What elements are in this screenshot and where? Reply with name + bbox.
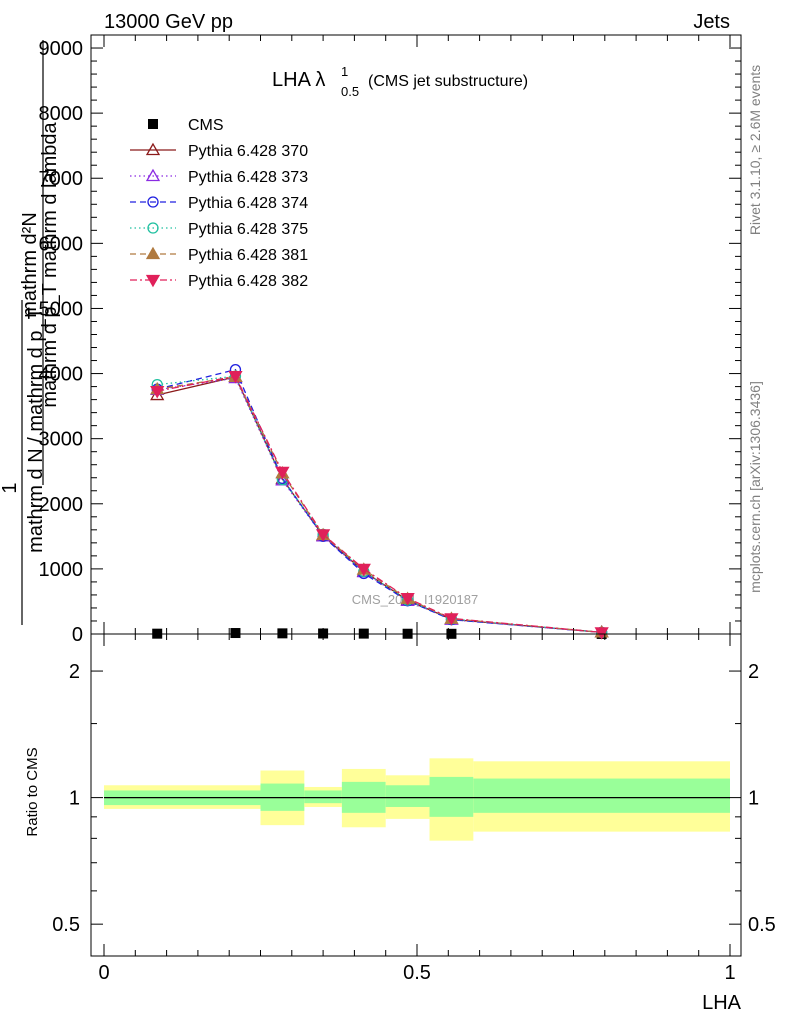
cms-data-point — [277, 628, 288, 639]
legend-marker-CMS — [148, 119, 158, 129]
series-point-s382 — [275, 466, 290, 480]
series-point-s382 — [400, 593, 415, 606]
legend-label-s373: Pythia 6.428 373 — [188, 169, 308, 186]
legend-marker-s381 — [145, 246, 161, 260]
main-y-tick-label: 6000 — [39, 233, 84, 255]
main-y-tick-label: 8000 — [39, 103, 84, 125]
main-y-tick-label: 7000 — [39, 168, 84, 190]
header-energy-label: 13000 GeV pp — [104, 11, 233, 33]
ratio-band-inner — [304, 790, 342, 804]
ratio-y-tick-label-right: 1 — [748, 788, 759, 810]
x-tick-label: 1 — [724, 962, 735, 984]
ratio-x-axis: 0 0.5 1 — [98, 634, 736, 984]
series-line-s375 — [157, 375, 602, 634]
legend-entry-s373: Pythia 6.428 373 — [130, 168, 308, 186]
plot-title: LHA λ 1 0.5 (CMS jet substructure) — [272, 64, 528, 99]
series-line-s374 — [157, 368, 602, 634]
plot-title-main: LHA λ — [272, 69, 325, 91]
main-y-label: mathrm d²N mathrm d p_T mathrm d lambda … — [0, 40, 61, 625]
ylabel-numerator-bottom: mathrm d p_T mathrm d lambda — [39, 121, 61, 407]
x-tick-label: 0.5 — [403, 962, 431, 984]
ratio-band-inner — [473, 778, 730, 813]
plot-title-superscript: 1 — [341, 64, 348, 79]
rivet-version-label: Rivet 3.1.10, ≥ 2.6M events — [747, 65, 763, 235]
series-point-s382 — [594, 627, 609, 640]
ratio-y-tick-label: 0.5 — [52, 914, 80, 936]
legend-label-s382: Pythia 6.428 382 — [188, 273, 308, 290]
ratio-band-inner — [385, 785, 430, 807]
ratio-y-tick-label: 1 — [69, 788, 80, 810]
main-y-tick-label: 2000 — [39, 494, 84, 516]
ratio-uncertainty-bands — [104, 758, 730, 841]
header-jets-label: Jets — [693, 11, 730, 33]
legend-label-s374: Pythia 6.428 374 — [188, 195, 308, 212]
series-point-s382 — [150, 385, 165, 399]
ratio-y-tick-label-right: 2 — [748, 661, 759, 683]
main-y-tick-label: 3000 — [39, 429, 84, 451]
main-y-tick-label: 1000 — [39, 559, 84, 581]
legend: CMS Pythia 6.428 370 Pythia 6.428 373 Pythi… — [130, 117, 308, 290]
cms-data-point — [230, 628, 241, 639]
legend-entry-s374: Pythia 6.428 374 — [130, 195, 308, 212]
x-tick-label: 0 — [98, 962, 109, 984]
legend-marker-s374 — [147, 196, 159, 208]
legend-entry-s375: Pythia 6.428 375 — [130, 221, 308, 238]
ylabel-prefix-one: 1 — [0, 482, 21, 493]
ratio-y-label: Ratio to CMS — [24, 747, 41, 836]
legend-label-s375: Pythia 6.428 375 — [188, 221, 308, 238]
legend-entry-s370: Pythia 6.428 370 — [130, 142, 308, 160]
legend-marker-s382 — [145, 274, 161, 288]
ratio-y-tick-label-right: 0.5 — [748, 914, 776, 936]
cms-data-point — [318, 628, 329, 639]
legend-label-s381: Pythia 6.428 381 — [188, 247, 308, 264]
analysis-watermark: CMS_2021_I1920187 — [352, 592, 479, 607]
legend-label-CMS: CMS — [188, 117, 224, 134]
series-s382 — [150, 371, 609, 640]
ratio-y-tick-label: 2 — [69, 661, 80, 683]
ratio-plot-frame — [90, 633, 742, 957]
main-y-tick-label: 9000 — [39, 38, 84, 60]
legend-marker-s375 — [147, 222, 159, 234]
main-y-tick-label: 5000 — [39, 298, 84, 320]
plot-title-subscript: 0.5 — [341, 84, 359, 99]
series-point-s382 — [444, 613, 459, 626]
main-y-axis: 0 1000 2000 3000 4000 5000 6000 7000 8000 9000 — [39, 34, 741, 646]
plot-title-suffix: (CMS jet substructure) — [368, 73, 528, 90]
legend-entry-CMS: CMS — [148, 117, 224, 134]
legend-label-s370: Pythia 6.428 370 — [188, 143, 308, 160]
series-line-s382 — [157, 375, 602, 634]
ylabel-denominator: mathrm d N / mathrm d p_T — [25, 307, 47, 553]
main-y-tick-label: 4000 — [39, 364, 84, 386]
legend-entry-s381: Pythia 6.428 381 — [130, 246, 308, 264]
legend-marker-s373 — [145, 168, 161, 182]
legend-entry-s382: Pythia 6.428 382 — [130, 273, 308, 290]
main-y-tick-label: 0 — [72, 624, 83, 646]
ratio-band-inner — [429, 776, 474, 817]
series-point-s382 — [228, 371, 243, 384]
ratio-y-axis: 0.5 0.5 1 1 2 2 — [52, 661, 776, 936]
series-point-s382 — [356, 563, 371, 577]
series-point-s382 — [315, 529, 331, 542]
series-CMS — [152, 628, 607, 639]
ylabel-numerator-top: mathrm d²N — [19, 212, 41, 318]
mcplots-reference-label: mcplots.cern.ch [arXiv:1306.3436] — [747, 381, 763, 593]
legend-marker-s370 — [145, 142, 161, 156]
x-axis-label: LHA — [702, 992, 742, 1014]
